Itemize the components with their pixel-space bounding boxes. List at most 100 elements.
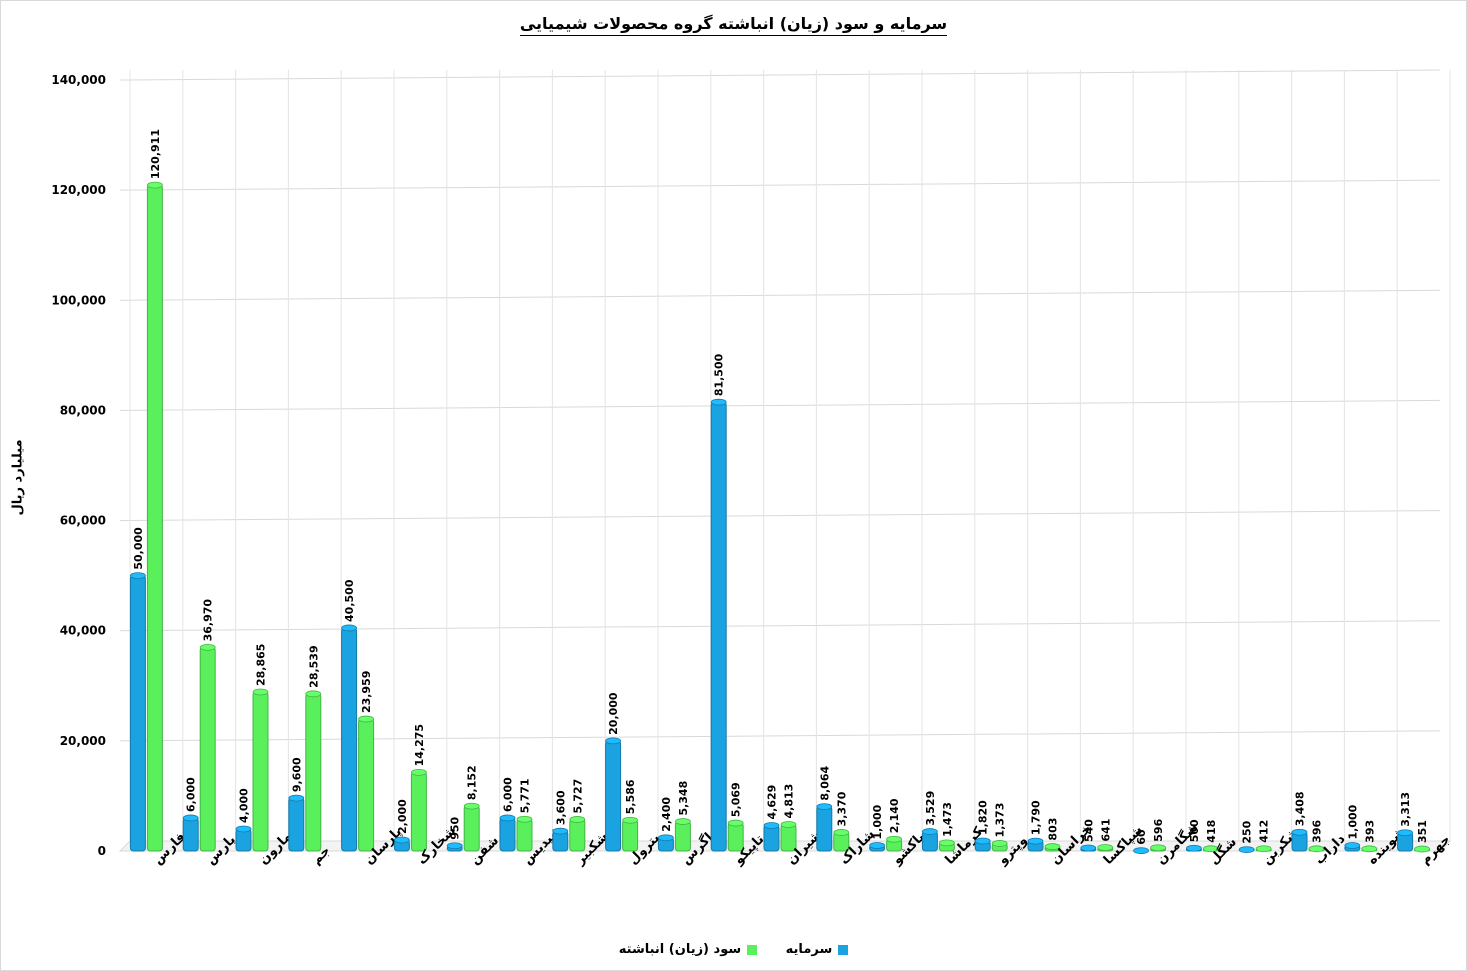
- data-label: 3,600: [554, 790, 567, 825]
- data-label: 396: [1311, 820, 1324, 843]
- y-tick-label: 100,000: [51, 293, 106, 307]
- y-tick-label: 80,000: [60, 403, 106, 417]
- bar-capital-cap: [393, 836, 410, 844]
- bar-retained-earnings-cap: [1255, 845, 1272, 853]
- data-label: 5,348: [677, 781, 690, 816]
- data-label: 8,152: [466, 765, 479, 800]
- data-label: 40,500: [343, 579, 356, 622]
- bar-capital-cap: [446, 842, 463, 850]
- bar-capital: [605, 740, 622, 852]
- bar-retained-earnings-cap: [1044, 843, 1061, 850]
- bar-retained-earnings-cap: [410, 768, 427, 776]
- bar-capital-cap: [605, 737, 621, 745]
- bar-retained-earnings-cap: [675, 818, 691, 825]
- data-label: 596: [1152, 818, 1165, 841]
- bar-capital: [816, 806, 833, 852]
- legend-item-capital: سرمایه: [786, 942, 849, 957]
- bar-retained-earnings: [410, 771, 427, 852]
- data-label: 6,000: [502, 777, 515, 812]
- bar-retained-earnings-cap: [146, 181, 163, 189]
- bar-retained-earnings-cap: [886, 835, 902, 843]
- bar-retained-earnings: [146, 184, 163, 852]
- data-label: 418: [1205, 820, 1218, 843]
- data-label: 81,500: [713, 353, 726, 396]
- legend-label-retained-earnings: سود (زیان) انباشته: [618, 942, 742, 957]
- bar-retained-earnings-cap: [305, 690, 322, 698]
- legend-label-capital: سرمایه: [785, 942, 833, 957]
- bar-capital: [129, 575, 146, 852]
- gridline: [119, 730, 1441, 742]
- data-label: 5,586: [624, 779, 637, 814]
- bar-retained-earnings: [358, 718, 375, 852]
- data-label: 2,140: [888, 798, 901, 833]
- data-label: 28,865: [255, 644, 268, 686]
- data-label: 3,408: [1294, 791, 1307, 826]
- bar-retained-earnings: [569, 818, 586, 852]
- bar-capital-cap: [816, 803, 833, 810]
- data-label: 5,727: [571, 779, 584, 814]
- data-label: 20,000: [607, 692, 620, 735]
- bar-capital-cap: [1238, 846, 1255, 854]
- bar-capital-cap: [235, 825, 252, 833]
- bar-capital: [341, 627, 358, 852]
- data-label: 14,275: [413, 724, 426, 766]
- bar-capital-cap: [1291, 828, 1308, 836]
- legend-item-retained-earnings: سود (زیان) انباشته: [618, 942, 758, 957]
- bar-capital-cap: [974, 837, 991, 845]
- bar-capital-cap: [710, 398, 727, 406]
- data-label: 393: [1363, 820, 1376, 843]
- bar-retained-earnings-cap: [1150, 844, 1166, 852]
- bar-capital-cap: [552, 827, 569, 835]
- data-label: 36,970: [202, 599, 215, 642]
- data-label: 28,539: [307, 645, 320, 687]
- bar-retained-earnings-cap: [569, 816, 586, 823]
- data-label: 803: [1047, 818, 1060, 841]
- bar-capital: [499, 817, 516, 852]
- data-label: 9,600: [290, 757, 303, 792]
- data-label: 4,000: [238, 788, 251, 823]
- bar-retained-earnings-cap: [1097, 844, 1114, 851]
- data-label: 1,820: [977, 800, 990, 835]
- chart-title: سرمایه و سود (زیان) انباشته گروه محصولات…: [0, 14, 1467, 36]
- data-label: 500: [1188, 819, 1201, 842]
- bar-capital-cap: [288, 794, 305, 802]
- legend-swatch-capital: [838, 944, 849, 955]
- bar-retained-earnings-cap: [622, 816, 638, 824]
- y-tick-label: 20,000: [60, 734, 106, 748]
- data-label: 5,069: [730, 782, 743, 817]
- gridline: [119, 620, 1441, 632]
- data-label: 351: [1416, 820, 1429, 843]
- data-label: 60: [1135, 829, 1148, 845]
- data-label: 3,370: [835, 791, 848, 826]
- bar-capital-cap: [129, 572, 146, 580]
- bar-retained-earnings-cap: [1203, 845, 1219, 853]
- bar-retained-earnings: [252, 691, 269, 852]
- gridline: [119, 179, 1441, 191]
- data-label: 412: [1258, 820, 1271, 843]
- bar-retained-earnings: [305, 693, 322, 852]
- data-label: 2,000: [396, 799, 409, 834]
- bar-capital-cap: [922, 828, 938, 835]
- bar-capital-cap: [763, 822, 780, 829]
- chart-title-text: سرمایه و سود (زیان) انباشته گروه محصولات…: [519, 14, 948, 36]
- data-label: 1,000: [1346, 804, 1359, 839]
- gridline: [119, 69, 1441, 81]
- bar-capital: [182, 817, 199, 852]
- bar-capital-cap: [499, 814, 516, 822]
- data-label: 2,400: [660, 797, 673, 832]
- bar-capital: [763, 825, 780, 852]
- y-tick-label: 140,000: [51, 73, 106, 87]
- bar-retained-earnings-cap: [1308, 845, 1325, 853]
- data-label: 3,529: [924, 791, 937, 826]
- data-label: 1,790: [1030, 800, 1043, 835]
- bar-retained-earnings: [516, 818, 533, 852]
- data-label: 4,813: [783, 784, 796, 819]
- data-label: 1,000: [871, 804, 884, 839]
- bar-retained-earnings-cap: [1361, 845, 1378, 853]
- bar-capital-cap: [1186, 844, 1202, 852]
- data-label: 3,313: [1399, 792, 1412, 827]
- bar-retained-earnings-cap: [516, 815, 533, 823]
- bar-capital-cap: [869, 842, 885, 849]
- bar-retained-earnings-cap: [199, 644, 216, 651]
